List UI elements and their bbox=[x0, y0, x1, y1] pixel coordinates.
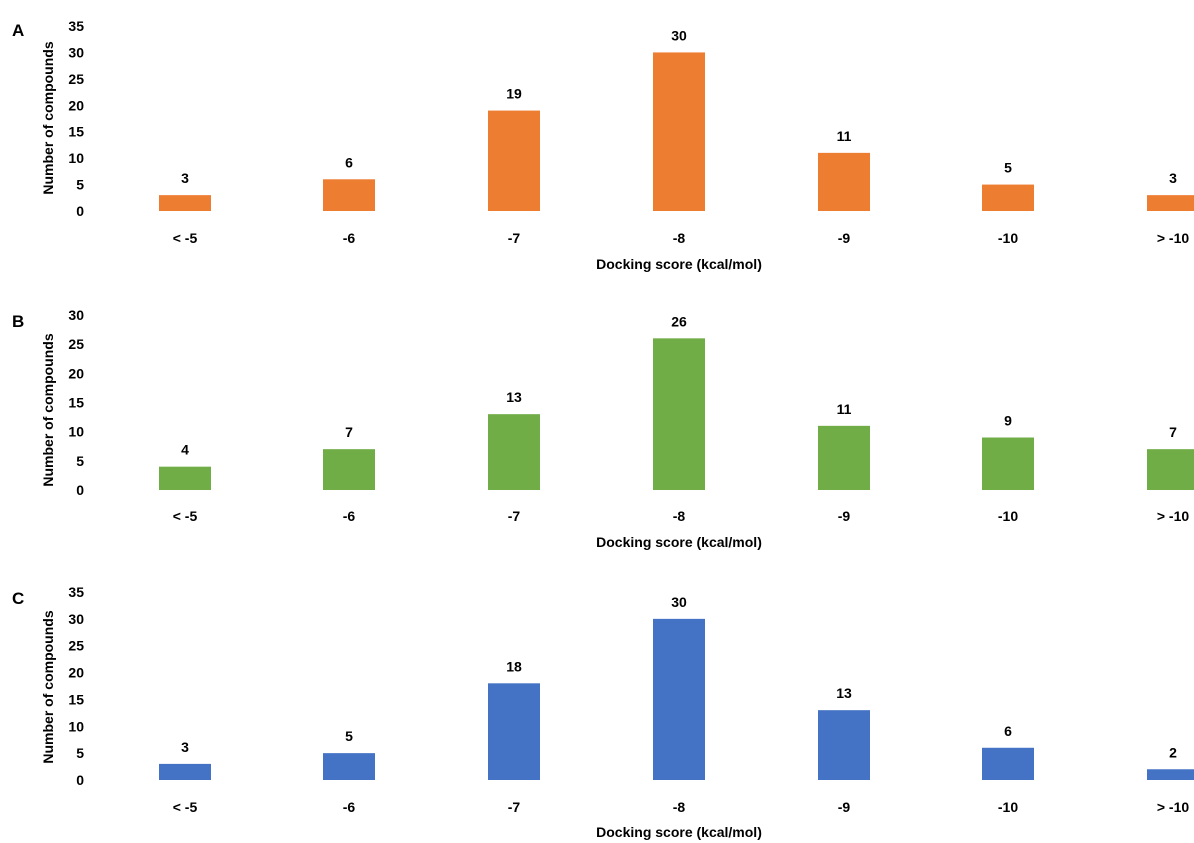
panel-label: C bbox=[12, 589, 24, 608]
y-tick-label: 0 bbox=[76, 772, 84, 788]
data-label: 30 bbox=[671, 27, 687, 43]
x-category-label: < -5 bbox=[173, 508, 198, 524]
bar bbox=[653, 338, 705, 490]
y-tick-label: 15 bbox=[68, 124, 84, 140]
x-category-label: -9 bbox=[838, 508, 851, 524]
y-tick-label: 25 bbox=[68, 336, 84, 352]
bar bbox=[488, 683, 540, 780]
y-tick-label: 0 bbox=[76, 482, 84, 498]
x-category-label: > -10 bbox=[1157, 230, 1190, 246]
y-tick-label: 20 bbox=[68, 365, 84, 381]
y-tick-label: 10 bbox=[68, 718, 84, 734]
bar bbox=[159, 466, 211, 490]
bar bbox=[488, 414, 540, 490]
data-label: 7 bbox=[1169, 424, 1177, 440]
data-label: 4 bbox=[181, 442, 189, 458]
data-label: 2 bbox=[1169, 744, 1177, 760]
bar bbox=[1147, 449, 1194, 490]
x-category-label: -6 bbox=[343, 508, 356, 524]
x-category-label: -9 bbox=[838, 799, 851, 815]
x-category-label: < -5 bbox=[173, 799, 198, 815]
bar bbox=[982, 747, 1034, 780]
data-label: 3 bbox=[181, 170, 189, 186]
bar bbox=[818, 710, 870, 780]
data-label: 11 bbox=[837, 128, 852, 144]
panel-label: B bbox=[12, 312, 24, 331]
x-category-label: -10 bbox=[998, 230, 1018, 246]
x-category-label: -6 bbox=[343, 799, 356, 815]
y-axis-title: Number of compounds bbox=[40, 333, 56, 486]
y-tick-label: 15 bbox=[68, 691, 84, 707]
x-axis-title: Docking score (kcal/mol) bbox=[596, 534, 762, 550]
bar bbox=[982, 184, 1034, 211]
bar bbox=[323, 449, 375, 490]
x-category-label: -8 bbox=[673, 230, 686, 246]
bar bbox=[159, 195, 211, 211]
data-label: 30 bbox=[671, 594, 687, 610]
bar bbox=[488, 110, 540, 211]
x-category-label: -7 bbox=[508, 230, 521, 246]
y-tick-label: 25 bbox=[68, 638, 84, 654]
x-category-label: > -10 bbox=[1157, 799, 1190, 815]
data-label: 26 bbox=[671, 313, 687, 329]
x-category-label: -8 bbox=[673, 799, 686, 815]
y-tick-label: 10 bbox=[68, 424, 84, 440]
panel-b: B Number of compounds 0 5 10 15 20 25 30 4 < -5 7 -6… bbox=[12, 307, 1194, 550]
bar bbox=[653, 618, 705, 780]
y-tick-label: 30 bbox=[68, 44, 84, 60]
data-label: 9 bbox=[1004, 413, 1012, 429]
x-category-label: -8 bbox=[673, 508, 686, 524]
y-tick-label: 30 bbox=[68, 611, 84, 627]
bar bbox=[982, 437, 1034, 490]
data-label: 19 bbox=[506, 86, 522, 102]
data-label: 6 bbox=[1004, 723, 1012, 739]
bar bbox=[323, 179, 375, 211]
x-category-label: -10 bbox=[998, 799, 1018, 815]
y-tick-label: 20 bbox=[68, 97, 84, 113]
x-category-label: -10 bbox=[998, 508, 1018, 524]
bar bbox=[1147, 195, 1194, 211]
panel-label: A bbox=[12, 21, 24, 40]
y-tick-label: 15 bbox=[68, 395, 84, 411]
data-label: 6 bbox=[345, 154, 353, 170]
bar bbox=[818, 425, 870, 490]
panel-c: C Number of compounds 0 5 10 15 20 25 30 35 3 < -5 5… bbox=[12, 584, 1194, 840]
y-tick-label: 25 bbox=[68, 71, 84, 87]
x-category-label: -7 bbox=[508, 799, 521, 815]
y-tick-label: 10 bbox=[68, 150, 84, 166]
data-label: 5 bbox=[345, 728, 353, 744]
y-tick-label: 35 bbox=[68, 584, 84, 600]
data-label: 18 bbox=[506, 658, 522, 674]
y-tick-label: 5 bbox=[76, 453, 84, 469]
data-label: 13 bbox=[506, 389, 522, 405]
data-label: 5 bbox=[1004, 160, 1012, 176]
y-tick-label: 0 bbox=[76, 203, 84, 219]
y-tick-label: 30 bbox=[68, 307, 84, 323]
y-tick-label: 20 bbox=[68, 665, 84, 681]
y-tick-label: 5 bbox=[76, 745, 84, 761]
x-category-label: -9 bbox=[838, 230, 851, 246]
x-axis-title: Docking score (kcal/mol) bbox=[596, 256, 762, 272]
x-category-label: > -10 bbox=[1157, 508, 1190, 524]
bar bbox=[323, 753, 375, 780]
bar bbox=[159, 763, 211, 780]
data-label: 11 bbox=[837, 401, 852, 417]
bar bbox=[818, 152, 870, 211]
data-label: 13 bbox=[836, 685, 852, 701]
x-category-label: -7 bbox=[508, 508, 521, 524]
data-label: 7 bbox=[345, 424, 353, 440]
y-axis-title: Number of compounds bbox=[40, 41, 56, 194]
x-category-label: < -5 bbox=[173, 230, 198, 246]
y-tick-label: 5 bbox=[76, 177, 84, 193]
x-category-label: -6 bbox=[343, 230, 356, 246]
x-axis-title: Docking score (kcal/mol) bbox=[596, 824, 762, 840]
data-label: 3 bbox=[181, 739, 189, 755]
y-tick-label: 35 bbox=[68, 18, 84, 34]
y-axis-title: Number of compounds bbox=[40, 610, 56, 763]
bar bbox=[653, 52, 705, 211]
bar bbox=[1147, 769, 1194, 780]
data-label: 3 bbox=[1169, 170, 1177, 186]
